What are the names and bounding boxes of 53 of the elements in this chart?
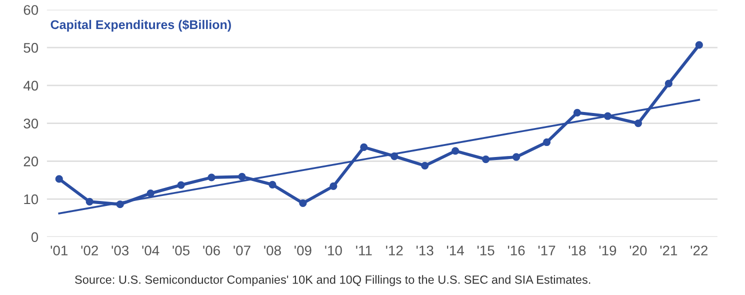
x-tick-label: '01 [50, 246, 68, 256]
y-tick-label: 40 [23, 80, 38, 91]
x-tick-label: '15 [477, 246, 494, 256]
point [573, 108, 582, 117]
point [177, 181, 185, 189]
x-tick-label: '03 [112, 246, 129, 256]
point [664, 80, 672, 88]
point [238, 172, 246, 181]
x-tick-label: '11 [356, 246, 372, 256]
point [360, 143, 368, 151]
x-tick-label: '18 [568, 246, 586, 256]
y-tick-label: 30 [24, 118, 38, 128]
point [604, 112, 612, 120]
point [482, 155, 490, 164]
point [452, 147, 460, 155]
y-tick-label: 0 [31, 232, 38, 242]
point [299, 199, 307, 208]
x-tick-label: '14 [446, 246, 464, 256]
x-tick-label: '16 [508, 246, 525, 256]
y-tick-label: 10 [24, 194, 38, 204]
point [146, 190, 154, 198]
x-tick-label: '04 [142, 246, 160, 256]
point [634, 119, 642, 128]
x-tick-label: '07 [234, 246, 250, 256]
x-tick-label: '05 [172, 246, 190, 256]
point [542, 138, 551, 146]
y-tick-label: 60 [24, 5, 38, 15]
x-tick-label: '08 [264, 246, 281, 256]
y-tick-label: 20 [24, 156, 38, 166]
x-tick-label: '17 [538, 246, 556, 256]
point [268, 180, 276, 188]
point [512, 153, 520, 161]
x-tick-label: '09 [294, 246, 312, 256]
x-tick-label: '20 [630, 246, 647, 256]
point [421, 162, 429, 170]
point [116, 200, 124, 208]
source-note: Source: U.S. Semiconductor Companies' 10K and 10Q Fillings to the U.S. SEC and SIA Estimates. [75, 275, 590, 286]
x-tick-label: '02 [81, 246, 98, 256]
x-tick-label: '12 [386, 246, 403, 256]
point [208, 174, 216, 182]
x-tick-label: '22 [690, 246, 708, 256]
point [390, 152, 398, 160]
x-tick-label: '10 [325, 246, 342, 256]
point [695, 41, 703, 49]
point [55, 175, 63, 183]
y-tick-label: 50 [24, 42, 38, 53]
point [86, 198, 94, 206]
x-tick-label: '06 [203, 246, 220, 256]
text: Capital Expenditures ($Billion) [50, 20, 231, 32]
point [330, 182, 338, 190]
x-tick-label: '13 [416, 246, 434, 256]
x-tick-label: '19 [599, 246, 616, 256]
x-tick-label: '21 [660, 246, 678, 256]
